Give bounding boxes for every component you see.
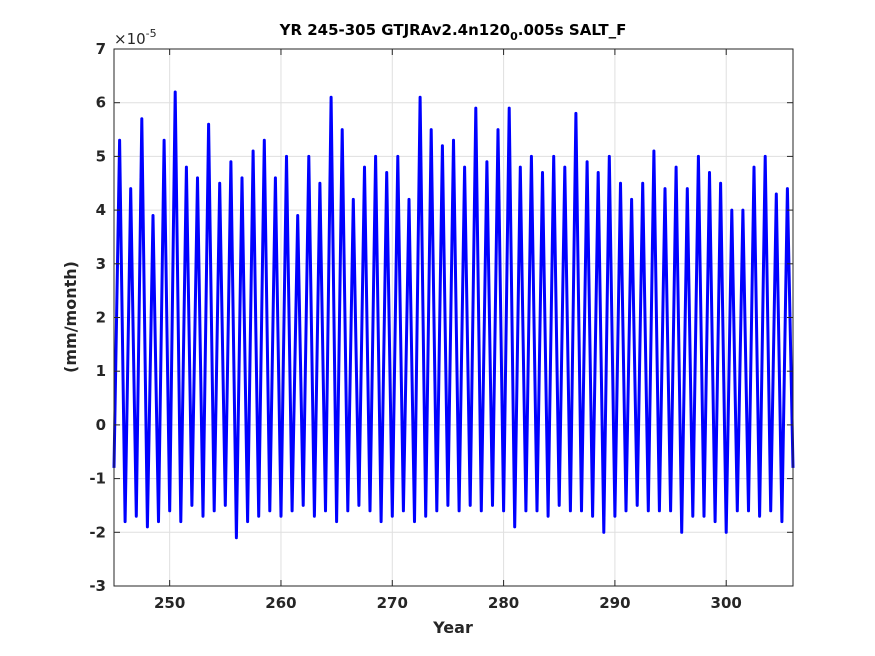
x-tick-label: 270: [377, 594, 408, 612]
x-tick-label: 250: [154, 594, 185, 612]
x-tick-labels: 250 260 270 280 290 300: [154, 594, 742, 612]
tick-marks: [114, 48, 793, 587]
x-tick-label: 260: [265, 594, 296, 612]
series-layer: [112, 90, 795, 540]
y-multiplier-exponent: -5: [146, 27, 157, 40]
chart-title: YR 245-305 GTJRAv2.4n1200.005s SALT_F: [279, 21, 627, 43]
y-tick-labels: -3 -2 -1 0 1 2 3 4 5 6 7: [89, 40, 106, 595]
x-tick-label: 280: [488, 594, 519, 612]
chart-title-rest: .005s SALT_F: [518, 21, 627, 39]
y-multiplier-base: ×10: [114, 30, 146, 48]
y-tick-label: 7: [96, 40, 106, 58]
y-tick-label: -1: [89, 470, 106, 488]
y-tick-label: 0: [96, 416, 106, 434]
x-axis-label: Year: [432, 618, 473, 637]
y-tick-label: 3: [96, 255, 106, 273]
y-multiplier: ×10-5: [114, 27, 157, 48]
y-tick-label: 6: [96, 94, 106, 112]
y-axis-label: (mm/month): [61, 261, 80, 373]
x-tick-label: 290: [599, 594, 630, 612]
chart-title-main: YR 245-305 GTJRAv2.4n120: [279, 21, 511, 39]
y-tick-label: -3: [89, 577, 106, 595]
chart-title-subscript: 0: [510, 30, 518, 43]
y-tick-label: -2: [89, 523, 106, 541]
y-tick-label: 5: [96, 147, 106, 165]
y-tick-label: 4: [96, 201, 106, 219]
series-line: [112, 90, 795, 540]
y-tick-label: 1: [96, 362, 106, 380]
x-tick-label: 300: [711, 594, 742, 612]
y-tick-label: 2: [96, 309, 106, 327]
